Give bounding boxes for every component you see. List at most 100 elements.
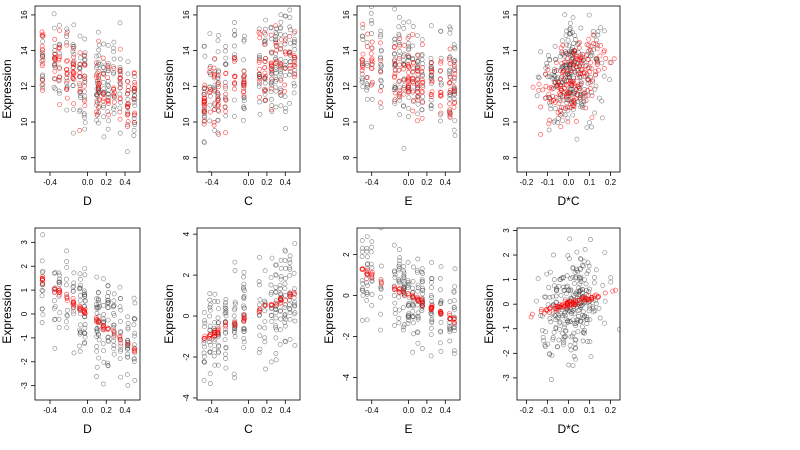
data-point [419, 42, 425, 47]
data-point [282, 126, 288, 131]
data-point [543, 71, 548, 77]
data-point [132, 110, 137, 116]
data-point [592, 86, 598, 92]
data-point [401, 145, 407, 151]
data-point [256, 55, 262, 60]
data-point [287, 257, 292, 263]
data-point [95, 331, 101, 337]
data-point [554, 68, 559, 74]
data-point [392, 306, 398, 312]
data-point [111, 351, 117, 357]
data-point [241, 305, 247, 311]
data-point [273, 37, 279, 43]
data-point [397, 258, 402, 263]
data-point [82, 293, 88, 299]
data-point [553, 326, 559, 331]
data-point [401, 20, 406, 25]
data-point [451, 319, 457, 325]
data-point [397, 112, 402, 118]
data-point [40, 54, 45, 60]
data-point [447, 315, 453, 321]
data-point [396, 263, 402, 269]
data-point [232, 326, 238, 331]
data-point [561, 284, 566, 290]
data-point [94, 348, 100, 354]
data-point [535, 74, 541, 80]
data-point [81, 52, 87, 58]
data-point [419, 89, 425, 95]
data-point [111, 302, 117, 308]
data-point [415, 75, 421, 81]
data-point [40, 87, 45, 93]
x-axis-label: C [244, 194, 253, 208]
data-point [292, 310, 298, 316]
data-point [96, 96, 102, 102]
data-point [602, 320, 607, 326]
data-point [396, 14, 402, 20]
data-point [212, 291, 218, 297]
data-point [131, 86, 137, 92]
data-point [82, 321, 88, 327]
data-point [576, 275, 582, 280]
data-point [568, 105, 574, 110]
data-point [269, 255, 275, 261]
data-point [557, 319, 563, 325]
data-point [118, 374, 124, 380]
data-point [111, 49, 116, 55]
data-point [273, 357, 279, 363]
data-point [561, 105, 566, 110]
data-point [131, 127, 137, 133]
data-point [562, 12, 568, 18]
data-point [396, 320, 402, 326]
data-point [117, 116, 123, 122]
data-point [277, 64, 283, 70]
data-point [215, 80, 221, 86]
data-point [216, 84, 221, 90]
data-point [257, 297, 263, 303]
data-point [81, 310, 87, 316]
data-point [215, 327, 221, 333]
data-point [77, 65, 82, 70]
data-point [359, 33, 365, 39]
data-point [211, 120, 217, 125]
data-point [287, 253, 293, 259]
data-point [117, 304, 123, 310]
data-point [241, 57, 246, 63]
data-point [212, 319, 217, 325]
data-point [451, 59, 457, 65]
data-point [201, 101, 207, 107]
data-point [291, 74, 297, 80]
data-point [574, 289, 580, 295]
data-point [447, 312, 453, 318]
data-point [64, 276, 69, 282]
data-point [81, 307, 87, 313]
data-point [277, 282, 283, 288]
data-point [223, 113, 229, 119]
data-point [580, 338, 586, 344]
y-tick-label: 10 [342, 117, 351, 126]
data-point [396, 79, 402, 85]
y-tick-label: -3 [20, 382, 29, 390]
data-point [132, 88, 138, 94]
data-point [573, 356, 579, 362]
data-point [287, 336, 293, 342]
data-point [52, 304, 58, 309]
data-point [125, 97, 131, 102]
data-point [223, 70, 229, 76]
data-point [561, 324, 567, 330]
data-point [82, 334, 88, 340]
data-point [576, 45, 582, 51]
data-point [125, 79, 130, 84]
data-point [369, 31, 374, 36]
data-point [378, 281, 384, 287]
y-tick-label: 16 [182, 10, 191, 19]
data-point [410, 32, 415, 37]
data-point [364, 87, 370, 93]
data-point [125, 124, 130, 129]
data-point [222, 337, 228, 342]
data-point [598, 25, 603, 31]
data-point [438, 60, 444, 66]
data-point [368, 261, 374, 267]
data-point [212, 328, 217, 334]
data-point [447, 71, 452, 77]
